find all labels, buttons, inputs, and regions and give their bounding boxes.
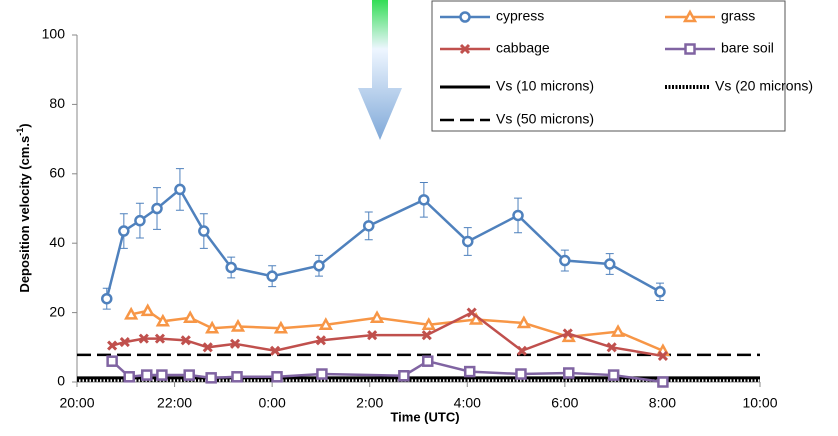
x-axis-label: Time (UTC): [390, 409, 459, 424]
marker: [231, 371, 243, 383]
y-tick-label: 80: [49, 95, 65, 111]
y-tick-label: 20: [49, 303, 65, 319]
marker: [183, 310, 198, 324]
marker: [141, 369, 153, 381]
x-tick-label: 10:00: [742, 395, 777, 411]
marker: [134, 214, 146, 227]
marker: [318, 317, 333, 330]
marker: [516, 315, 532, 329]
series-line: [111, 311, 664, 358]
marker: [462, 235, 474, 248]
x-tick-label: 4:00: [454, 395, 481, 411]
marker: [270, 345, 281, 356]
marker: [418, 194, 430, 206]
marker: [313, 260, 325, 272]
y-tick-label: 100: [42, 26, 66, 42]
marker: [367, 330, 378, 341]
x-tick-label: 20:00: [59, 395, 94, 411]
marker: [271, 371, 283, 383]
marker: [118, 225, 130, 237]
marker: [154, 333, 165, 344]
legend-label: cabbage: [496, 40, 550, 56]
marker: [119, 337, 130, 348]
legend-label: Vs (20 microns): [715, 78, 813, 94]
marker: [273, 320, 289, 334]
marker: [140, 303, 155, 317]
arrow: [358, 0, 402, 140]
series-line: [111, 359, 664, 384]
marker: [682, 9, 698, 23]
legend-label: grass: [721, 8, 755, 24]
legend-box: [431, 0, 786, 132]
marker: [459, 11, 471, 23]
marker: [512, 209, 524, 222]
marker: [138, 333, 149, 344]
marker: [362, 220, 375, 232]
marker: [657, 350, 668, 362]
marker: [198, 225, 210, 237]
marker: [515, 368, 527, 380]
legend-label: Vs (10 microns): [496, 78, 594, 94]
legend-label: cypress: [496, 8, 544, 24]
marker: [607, 369, 620, 381]
marker: [369, 310, 385, 324]
marker: [466, 307, 477, 318]
x-tick-label: 6:00: [551, 395, 578, 411]
series-line: [105, 187, 661, 300]
marker: [205, 320, 220, 334]
marker: [459, 43, 471, 55]
marker: [230, 338, 241, 349]
y-tick-label: 0: [57, 373, 65, 389]
marker: [156, 369, 168, 381]
marker: [155, 313, 170, 327]
y-tick-label: 40: [49, 234, 65, 250]
marker: [107, 340, 118, 351]
marker: [421, 317, 436, 330]
marker: [123, 371, 135, 383]
marker: [463, 365, 476, 378]
marker: [562, 328, 573, 339]
marker: [610, 324, 626, 337]
marker: [684, 43, 696, 55]
marker: [180, 335, 191, 346]
marker: [421, 330, 432, 341]
marker: [422, 355, 434, 367]
marker: [106, 355, 118, 367]
x-tick-label: 8:00: [649, 395, 676, 411]
marker: [202, 342, 213, 353]
marker: [151, 202, 163, 215]
marker: [603, 258, 616, 270]
marker: [398, 370, 410, 382]
marker: [225, 261, 237, 274]
marker: [174, 183, 186, 196]
marker: [657, 376, 669, 388]
x-tick-label: 22:00: [157, 395, 192, 411]
y-tick-label: 60: [49, 165, 65, 181]
marker: [559, 254, 571, 267]
marker: [516, 345, 527, 356]
marker: [266, 270, 278, 282]
marker: [124, 306, 139, 320]
marker: [315, 335, 326, 346]
marker: [316, 368, 328, 380]
marker: [230, 318, 246, 332]
marker: [654, 286, 666, 298]
marker: [183, 369, 195, 381]
marker: [606, 342, 617, 353]
legend-label: Vs (50 microns): [496, 111, 594, 127]
legend-label: bare soil: [721, 40, 774, 56]
x-tick-label: 2:00: [356, 395, 383, 411]
marker: [563, 367, 575, 379]
y-axis-label: Deposition velocity (cm.s-1): [15, 123, 32, 292]
x-tick-label: 0:00: [259, 395, 286, 411]
marker: [101, 292, 113, 305]
marker: [205, 372, 217, 384]
